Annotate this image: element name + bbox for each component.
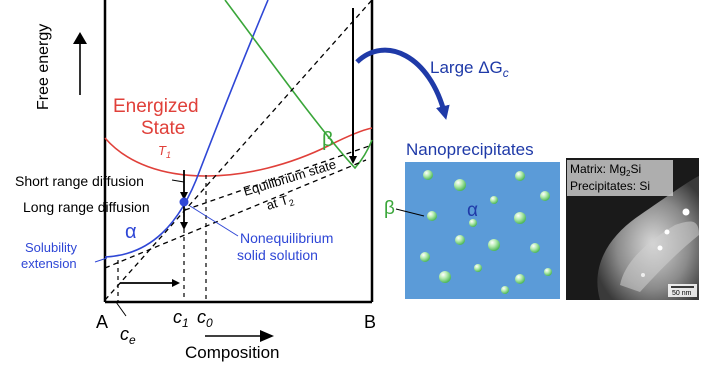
precipitate (530, 243, 540, 253)
tem-matrix-text: Matrix: Mg (570, 162, 626, 176)
tem-matrix-label: Matrix: Mg2Si (570, 162, 641, 178)
precipitate (427, 211, 437, 221)
tem-precipitate (641, 273, 645, 277)
noneq-label-1: Nonequilibrium (240, 230, 333, 246)
matrix-panel (405, 162, 560, 299)
noneq-label-2: solid solution (237, 247, 318, 263)
energized-temp-sub: 1 (166, 150, 171, 160)
c0-label: c0 (197, 307, 213, 330)
end-label-a: A (96, 312, 108, 332)
tem-matrix-sub: 2 (626, 169, 631, 178)
composition-label: Composition (185, 343, 280, 362)
end-label-b: B (364, 312, 376, 332)
long-range-label: Long range diffusion (23, 199, 150, 215)
c0-c: c (197, 307, 206, 327)
tem-precip-label: Precipitates: Si (570, 179, 650, 193)
tem-precipitate (682, 208, 690, 216)
precipitate (515, 171, 525, 181)
precipitate (501, 286, 509, 294)
nanoprecipitates-title: Nanoprecipitates (406, 140, 534, 159)
beta-label: β (322, 129, 334, 151)
energized-label-line1: Energized (113, 96, 199, 117)
noneq-pointer (189, 205, 239, 237)
tem-precipitates (641, 208, 690, 277)
equilibrium-at: at T (264, 192, 290, 213)
composition-axis-arrow (205, 330, 274, 342)
nano-beta-pointer (395, 208, 425, 217)
large-dg-arrow (355, 47, 450, 120)
ce-sub: e (129, 333, 136, 347)
nonequilibrium-point (179, 197, 189, 207)
short-range-pointer (171, 179, 185, 183)
large-dg-sub: c (503, 66, 509, 80)
precipitate (488, 239, 500, 251)
c1-c: c (173, 307, 182, 327)
free-energy-label: Free energy (35, 24, 52, 110)
energized-temp-t: T (158, 143, 167, 158)
large-dg-text: Large ΔG (430, 58, 503, 77)
nano-beta-label: β (384, 198, 395, 219)
c0-sub: 0 (206, 316, 213, 330)
beta-curve (224, 0, 373, 170)
precipitate (544, 268, 552, 276)
precipitate (515, 274, 525, 284)
precipitate (454, 179, 466, 191)
c1-label: c1 (173, 307, 189, 330)
tem-precipitate (657, 245, 663, 251)
precipitate-particles (420, 170, 552, 294)
scale-bar-label: 50 nm (672, 290, 692, 297)
solubility-label-1: Solubility (25, 240, 78, 255)
alpha-curve (104, 0, 269, 258)
energized-state-curve (104, 127, 373, 177)
precipitate (540, 191, 550, 201)
precipitate (423, 170, 433, 180)
precipitate (439, 271, 451, 283)
solubility-label-2: extension (21, 256, 77, 271)
c1-sub: 1 (182, 316, 189, 330)
nano-alpha-label: α (467, 200, 478, 221)
equilibrium-sub: 2 (288, 197, 296, 208)
equilibrium-label-2: at T2 (264, 191, 295, 215)
tem-precipitate (664, 229, 670, 235)
tem-matrix-tail: Si (630, 162, 641, 176)
precipitate (420, 252, 430, 262)
short-range-label: Short range diffusion (15, 173, 144, 189)
energized-temp-label: T1 (158, 143, 171, 160)
ce-pointer (115, 301, 127, 317)
ce-c: c (120, 324, 129, 344)
precipitate (474, 264, 482, 272)
precipitate (490, 196, 498, 204)
tem-label-box (567, 160, 673, 196)
tangent-lines (104, 0, 373, 301)
large-dg-label: Large ΔGc (430, 58, 509, 80)
ce-label: ce (120, 324, 136, 347)
free-energy-axis-arrow (73, 32, 87, 95)
precipitate (514, 212, 526, 224)
tem-particle (597, 176, 699, 300)
diffusion-arrows (120, 8, 357, 287)
energized-label-line2: State (141, 118, 185, 139)
alpha-label: α (125, 221, 137, 243)
precipitate (455, 235, 465, 245)
tem-particle-highlight (620, 221, 699, 292)
precipitate (469, 219, 477, 227)
solubility-pointer (94, 257, 108, 263)
